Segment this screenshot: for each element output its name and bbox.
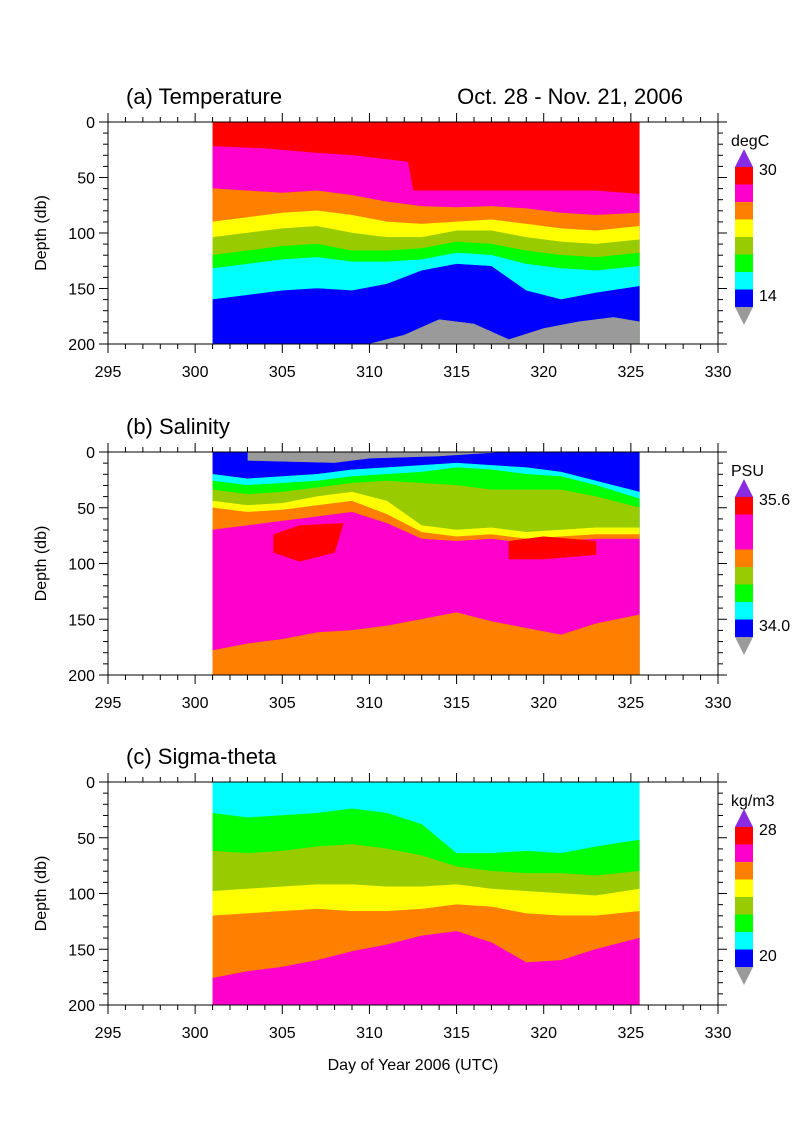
panel-title: (c) Sigma-theta [126,744,277,769]
y-tick-label: 150 [68,942,95,959]
colorbar-box [735,932,753,950]
colorbar-box [735,949,753,967]
colorbar-min-triangle [735,967,753,985]
x-tick-label: 315 [443,364,470,381]
y-tick-label: 100 [68,887,95,904]
colorbar-box [735,549,753,567]
contour-band [212,612,640,675]
x-tick-label: 300 [182,1025,209,1042]
colorbar-box [735,184,753,202]
colorbar-box [735,254,753,272]
x-tick-label: 310 [356,695,383,712]
x-tick-label: 320 [530,1025,557,1042]
contour-band [508,536,597,560]
x-tick-label: 305 [269,1025,296,1042]
colorbar-box [735,272,753,290]
y-tick-label: 50 [77,171,95,188]
y-axis-label: Depth (db) [33,856,50,932]
colorbar-unit: degC [731,133,769,150]
y-tick-label: 100 [68,557,95,574]
x-tick-label: 305 [269,364,296,381]
y-tick-label: 150 [68,612,95,629]
colorbar-box [735,237,753,255]
colorbar-max-label: 35.6 [759,492,790,509]
x-tick-label: 300 [182,364,209,381]
colorbar-box [735,584,753,602]
y-tick-label: 0 [86,775,95,792]
contour-layers [212,782,640,1005]
colorbar-box [735,914,753,932]
contour-band [273,523,344,562]
colorbar-min-label: 34.0 [759,618,790,635]
contour-layers [212,452,640,675]
colorbar-box [735,619,753,637]
y-tick-label: 200 [68,998,95,1015]
y-tick-label: 50 [77,831,95,848]
colorbar-min-label: 20 [759,948,777,965]
colorbar-box [735,202,753,220]
x-tick-label: 330 [705,1025,732,1042]
colorbar-unit: PSU [731,463,764,480]
colorbar-max-label: 28 [759,822,777,839]
colorbar-max-triangle [735,809,753,827]
colorbar-box [735,862,753,880]
colorbar-max-triangle [735,149,753,167]
colorbar-max-label: 30 [759,162,777,179]
y-tick-label: 50 [77,501,95,518]
y-tick-label: 0 [86,115,95,132]
date-range: Oct. 28 - Nov. 21, 2006 [457,84,683,109]
colorbar-box [735,289,753,307]
y-tick-label: 0 [86,445,95,462]
y-tick-label: 150 [68,282,95,299]
x-tick-label: 315 [443,1025,470,1042]
panel-title: (b) Salinity [126,414,230,439]
colorbar-box [735,167,753,185]
y-axis-label: Depth (db) [33,195,50,271]
x-tick-label: 305 [269,695,296,712]
colorbar-box [735,602,753,620]
contour-band [212,263,640,344]
colorbar-box [735,879,753,897]
x-tick-label: 310 [356,364,383,381]
x-tick-label: 325 [618,1025,645,1042]
x-tick-label: 325 [618,695,645,712]
colorbar-box [735,497,753,515]
colorbar-max-triangle [735,479,753,497]
x-tick-label: 315 [443,695,470,712]
x-tick-label: 320 [530,364,557,381]
x-tick-label: 330 [705,364,732,381]
y-axis-label: Depth (db) [33,526,50,602]
x-tick-label: 330 [705,695,732,712]
colorbar-box [735,514,753,532]
colorbar-box [735,219,753,237]
colorbar-box [735,897,753,915]
x-tick-label: 295 [95,1025,122,1042]
contour-band [212,931,640,1005]
x-tick-label: 300 [182,695,209,712]
x-axis-label: Day of Year 2006 (UTC) [328,1057,499,1074]
x-tick-label: 295 [95,364,122,381]
colorbar-box [735,827,753,845]
contour-layers [212,122,640,344]
panel-title: (a) Temperature [126,84,282,109]
x-tick-label: 295 [95,695,122,712]
colorbar-box [735,532,753,550]
y-tick-label: 200 [68,337,95,354]
colorbar-min-triangle [735,637,753,655]
colorbar-min-label: 14 [759,288,777,305]
y-tick-label: 100 [68,226,95,243]
colorbar-min-triangle [735,307,753,325]
contour-band [369,317,640,344]
x-tick-label: 320 [530,695,557,712]
x-tick-label: 310 [356,1025,383,1042]
y-tick-label: 200 [68,668,95,685]
colorbar-box [735,844,753,862]
colorbar-unit: kg/m3 [731,793,775,810]
x-tick-label: 325 [618,364,645,381]
colorbar-box [735,567,753,585]
